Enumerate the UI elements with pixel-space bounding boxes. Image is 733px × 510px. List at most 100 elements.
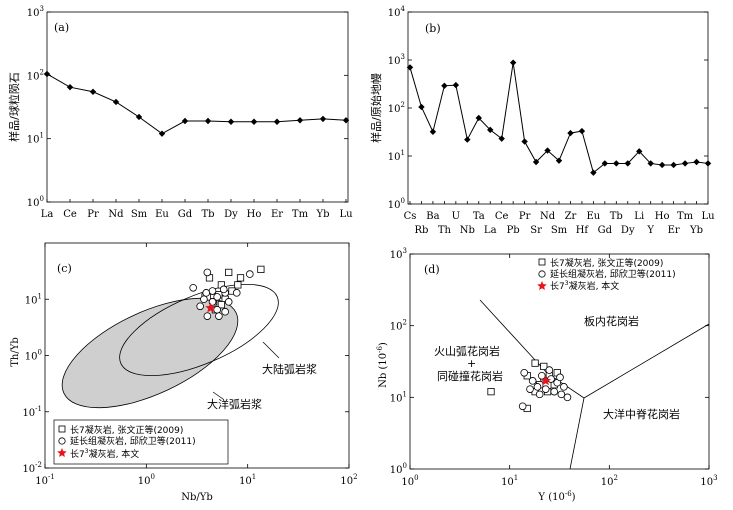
boundary-ridge-line <box>569 397 585 470</box>
data-point-diamond <box>296 117 304 124</box>
data-point-diamond <box>636 148 643 155</box>
y-tick-label-exp: 1 <box>38 292 42 300</box>
panel-c-marks <box>189 265 265 320</box>
y-tick-label-exp: 3 <box>40 5 44 13</box>
y-tick-label-base: 10 <box>25 352 38 363</box>
y-tick-label-base: 10 <box>27 8 40 19</box>
data-point-diamond <box>498 135 505 142</box>
data-point-square <box>540 362 548 371</box>
y-tick-label: 101 <box>390 390 407 404</box>
data-point-circle <box>535 390 544 399</box>
legend-label-circle: 延长组凝灰岩, 邱欣卫等(2011) <box>550 268 676 280</box>
data-point-diamond <box>544 147 551 154</box>
x-tick-label: Pb <box>507 225 520 236</box>
data-point-diamond <box>704 160 712 167</box>
data-point-circle <box>189 283 197 292</box>
panel-d-marks <box>487 359 572 413</box>
data-point-circle <box>563 393 572 402</box>
y-tick-label: 101 <box>388 149 405 163</box>
panel-c-x-ticks: 10-1 100 101 102 <box>35 243 358 487</box>
y-tick-label-exp: -1 <box>35 405 42 413</box>
panel-d-ylabel-text: Nb (10 <box>378 353 389 388</box>
y-tick-label-base: 10 <box>22 408 35 419</box>
y-tick-label-base: 10 <box>27 198 40 209</box>
data-point-diamond <box>647 160 654 167</box>
y-tick-label: 102 <box>390 319 407 333</box>
panel-d-ylabel-tail: ) <box>378 342 389 346</box>
data-point-circle <box>545 366 554 374</box>
x-tick-label: Y <box>646 225 654 236</box>
x-tick-label: Ba <box>426 211 439 222</box>
x-tick-label: Sm <box>551 225 568 236</box>
data-point-square <box>217 301 225 309</box>
panel-d-ylabel: Nb (10-6) <box>376 342 389 388</box>
data-point-circle <box>528 377 537 385</box>
data-point-circle <box>203 268 212 277</box>
x-tick-label-base: 10 <box>700 477 713 488</box>
x-tick-label-base: 10 <box>501 477 514 488</box>
y-tick-label: 100 <box>25 349 42 363</box>
panel-a-frame <box>46 11 349 203</box>
x-tick-label: Cs <box>404 211 417 222</box>
panel-c-xlabel: Nb/Yb <box>181 492 213 503</box>
x-tick-label-base: 10 <box>35 476 48 487</box>
data-point-circle <box>219 285 228 294</box>
x-tick-label-exp: 3 <box>713 474 717 482</box>
x-tick-label: Sm <box>131 209 148 220</box>
panel-d-xlabel: Y (10-6) <box>537 490 575 503</box>
legend-label-square: 长7凝灰岩, 张文正等(2009) <box>70 424 183 436</box>
data-point-square <box>234 281 242 289</box>
continental-arc-leader <box>262 341 280 359</box>
x-tick-label: Eu <box>155 209 169 220</box>
data-point-diamond <box>418 103 425 111</box>
legend-label-circle: 延长组凝灰岩, 邱欣卫等(2011) <box>70 435 196 447</box>
y-tick-label-base: 10 <box>390 322 403 333</box>
x-tick-label: 103 <box>700 474 717 488</box>
x-tick-label: Ho <box>247 209 262 220</box>
data-point-circle <box>200 295 208 304</box>
series-line <box>409 62 709 174</box>
panel-a-marks <box>43 70 350 137</box>
y-tick-label-exp: 0 <box>401 197 405 205</box>
y-tick-label-base: 10 <box>390 250 403 261</box>
data-point-circle <box>221 307 229 316</box>
data-point-circle <box>560 383 568 391</box>
panel-d: (d) 板内花岗岩 火山弧花岗岩 + 同碰撞花岗岩 大洋中脊花岗岩 Y (10-… <box>376 247 718 503</box>
x-tick-label-exp: -1 <box>48 473 55 481</box>
region-ocean-ridge-label: 大洋中脊花岗岩 <box>603 407 680 421</box>
region-volcanic-arc-label: 火山弧花岗岩 <box>434 344 500 358</box>
y-tick-label: 102 <box>27 68 44 82</box>
x-tick-label: La <box>484 225 497 236</box>
x-tick-label-exp: 1 <box>514 474 518 482</box>
oceanic-arc-field <box>61 297 239 409</box>
panel-c-legend-frame <box>53 419 229 465</box>
legend-circle-icon <box>538 270 546 278</box>
x-tick-label-exp: 0 <box>150 473 154 481</box>
data-point-diamond <box>555 157 563 164</box>
x-tick-label: 100 <box>401 474 418 488</box>
x-tick-label: Dy <box>621 225 635 236</box>
y-tick-label-exp: 2 <box>40 68 44 76</box>
data-point-square <box>236 274 245 282</box>
x-tick-label: Tm <box>677 211 694 222</box>
data-point-diamond <box>624 160 631 167</box>
y-tick-label-base: 10 <box>22 464 35 475</box>
data-point-circle <box>213 305 221 314</box>
panel-a-x-ticks: La Ce Pr Nd Sm Eu Gd Tb Dy Ho Er Tm Yb Lu <box>41 199 353 220</box>
x-tick-label: Ce <box>495 211 509 222</box>
y-tick-label-exp: 1 <box>403 390 407 398</box>
x-tick-label: Pr <box>519 211 531 222</box>
panel-d-frame <box>409 253 710 470</box>
panel-c: (c) 大陆弧岩浆 大洋弧岩浆 Nb/Yb Th/Yb 10-210-11001… <box>10 242 358 503</box>
oceanic-arc-leader <box>212 391 224 400</box>
y-tick-label-exp: 0 <box>38 349 42 357</box>
x-tick-label: Eu <box>587 211 601 222</box>
x-tick-label: 10-1 <box>35 473 55 487</box>
legend-star-text-1: 长7 <box>70 448 85 460</box>
legend-star-text-1: 长7 <box>550 280 565 292</box>
y-tick-label-exp: 0 <box>40 195 44 203</box>
